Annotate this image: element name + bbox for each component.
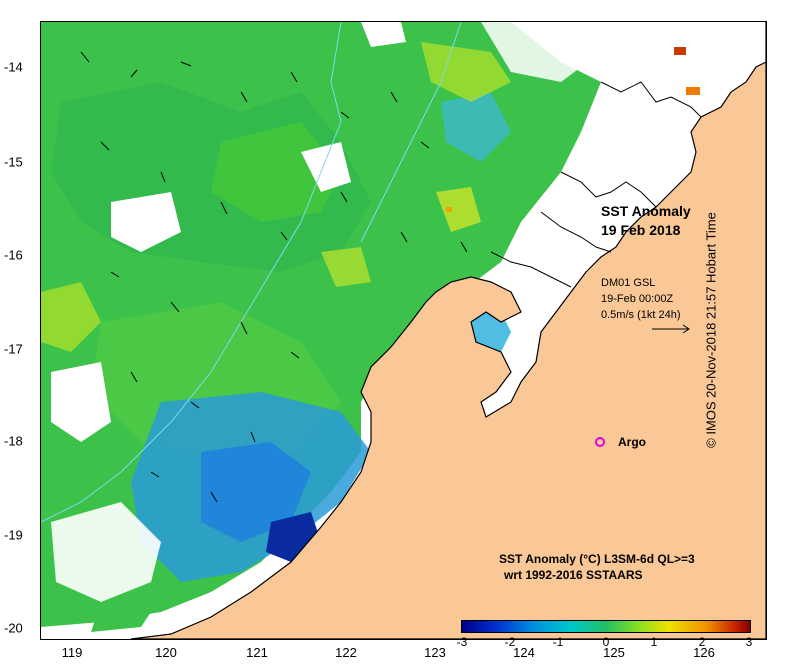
colorbar-tick: -3 — [456, 635, 468, 649]
longitude-tick-label: 123 — [424, 645, 446, 660]
colorbar-tick: 2 — [698, 635, 706, 649]
longitude-tick-label: 126 — [693, 645, 715, 660]
map-title-line2: 19 Feb 2018 — [601, 222, 681, 238]
latitude-tick-label: -14 — [4, 59, 23, 75]
argo-float-marker[interactable] — [595, 437, 605, 447]
latitude-tick-label: -15 — [4, 154, 23, 170]
latitude-tick-label: -18 — [4, 433, 23, 449]
latitude-tick-label: -17 — [4, 341, 23, 357]
credit-text: © IMOS 20-Nov-2018 21:57 Hobart Time — [703, 212, 719, 448]
longitude-tick-label: 122 — [335, 645, 357, 660]
sst-anomaly-field — [41, 22, 766, 639]
longitude-tick-label: 120 — [155, 645, 177, 660]
bathymetry-contour — [41, 22, 462, 523]
map-canvas — [41, 22, 766, 639]
land-mass — [130, 22, 766, 639]
colorbar — [461, 620, 751, 633]
map-title-line1: SST Anomaly — [601, 203, 691, 219]
longitude-tick-label: 125 — [603, 645, 625, 660]
colorbar-tick: 0 — [602, 635, 610, 649]
longitude-tick-label: 119 — [61, 645, 83, 660]
current-vectors — [80, 51, 468, 503]
colorbar-tick: 1 — [650, 635, 658, 649]
colorbar-tick: -2 — [504, 635, 516, 649]
legend-title: SST Anomaly (°C) L3SM-6d QL>=3 — [499, 552, 695, 566]
latitude-tick-label: -16 — [4, 247, 23, 263]
vector-source-label: DM01 GSL — [601, 277, 656, 289]
colorbar-tick: -1 — [552, 635, 564, 649]
reference-vector-arrow — [652, 324, 690, 334]
legend-reference: wrt 1992-2016 SSTAARS — [504, 568, 643, 582]
colorbar-tick: 3 — [745, 635, 753, 649]
argo-label: Argo — [618, 435, 646, 449]
longitude-tick-label: 121 — [246, 645, 268, 660]
vector-time-label: 19-Feb 00:00Z — [601, 293, 674, 305]
latitude-tick-label: -20 — [4, 620, 23, 636]
latitude-tick-label: -19 — [4, 527, 23, 543]
vector-scale-label: 0.5m/s (1kt 24h) — [601, 309, 681, 321]
map-panel[interactable]: SST Anomaly 19 Feb 2018 DM01 GSL 19-Feb … — [40, 21, 767, 640]
longitude-tick-label: 124 — [513, 645, 535, 660]
